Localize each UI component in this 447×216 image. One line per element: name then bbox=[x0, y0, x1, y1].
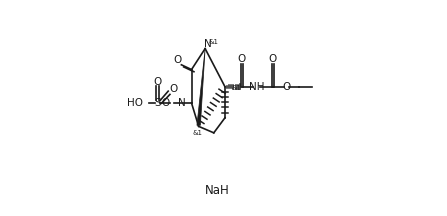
Text: &1: &1 bbox=[193, 130, 202, 136]
Polygon shape bbox=[197, 49, 205, 125]
Text: NaH: NaH bbox=[205, 184, 229, 197]
Text: S: S bbox=[154, 98, 161, 108]
Text: NH: NH bbox=[249, 82, 264, 92]
Text: O: O bbox=[282, 82, 290, 92]
Text: O: O bbox=[173, 56, 181, 65]
Text: N: N bbox=[178, 98, 186, 108]
Text: O: O bbox=[170, 84, 178, 94]
Text: O: O bbox=[153, 77, 162, 87]
Text: N: N bbox=[204, 39, 212, 49]
Text: O: O bbox=[269, 54, 277, 64]
Text: O: O bbox=[238, 54, 246, 64]
Text: HO: HO bbox=[127, 98, 143, 108]
Text: O: O bbox=[162, 98, 170, 108]
Text: &1: &1 bbox=[209, 39, 219, 45]
Text: &1: &1 bbox=[232, 85, 242, 91]
